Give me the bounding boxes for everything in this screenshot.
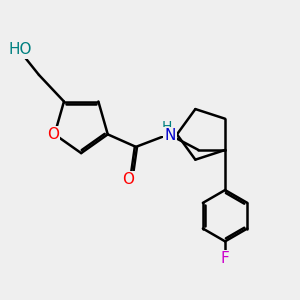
Text: N: N: [165, 128, 176, 143]
Text: H: H: [162, 121, 172, 134]
Text: O: O: [122, 172, 134, 187]
Text: O: O: [47, 127, 59, 142]
Text: F: F: [221, 251, 230, 266]
Text: HO: HO: [8, 42, 32, 57]
